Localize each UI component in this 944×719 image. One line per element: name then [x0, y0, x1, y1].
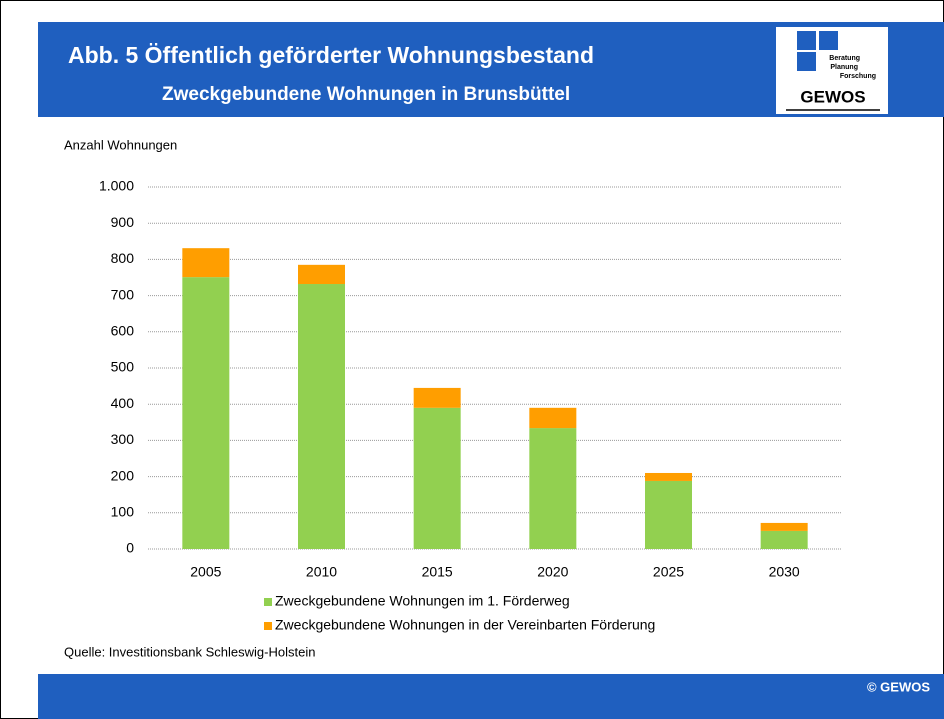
bar-segment — [760, 522, 808, 531]
source: Quelle: Investitionsbank Schleswig-Holst… — [64, 644, 315, 659]
x-tick-label: 2030 — [769, 564, 800, 580]
bar-segment — [413, 407, 461, 549]
bar-segment — [529, 428, 577, 549]
logo-text: Beratung — [829, 55, 860, 62]
logo-square — [797, 31, 816, 50]
y-tick-label: 400 — [111, 395, 135, 411]
bar-segment — [413, 387, 461, 408]
logo-text: Forschung — [840, 73, 876, 80]
legend-label: Zweckgebundene Wohnungen in der Vereinba… — [275, 617, 655, 633]
y-tick-label: 600 — [111, 323, 135, 339]
x-tick-label: 2025 — [653, 564, 684, 580]
bar-segment — [529, 407, 577, 429]
y-axis-label: Anzahl Wohnungen — [64, 137, 177, 152]
chart-subtitle: Zweckgebundene Wohnungen in Brunsbüttel — [162, 84, 570, 105]
y-tick-label: 200 — [111, 467, 135, 483]
x-tick-label: 2010 — [306, 564, 337, 580]
legend-label: Zweckgebundene Wohnungen im 1. Förderweg — [275, 593, 570, 609]
y-tick-label: 500 — [111, 359, 135, 375]
legend-swatch — [264, 598, 272, 606]
y-tick-label: 0 — [126, 540, 134, 556]
bar-segment — [182, 277, 230, 549]
x-tick-label: 2005 — [190, 564, 221, 580]
bar-segment — [182, 248, 230, 278]
x-tick-label: 2020 — [537, 564, 568, 580]
y-tick-label: 300 — [111, 431, 135, 447]
bar-segment — [298, 284, 345, 549]
legend-swatch — [264, 622, 272, 630]
y-tick-label: 1.000 — [99, 178, 134, 194]
logo-text: Planung — [830, 64, 858, 71]
bar-segment — [760, 530, 808, 549]
logo-square — [819, 31, 838, 50]
y-tick-label: 700 — [111, 286, 135, 302]
chart-title: Abb. 5 Öffentlich geförderter Wohnungsbe… — [68, 42, 594, 68]
x-tick-label: 2015 — [422, 564, 453, 580]
bar-segment — [645, 480, 692, 549]
y-tick-label: 800 — [111, 250, 135, 266]
footer: © GEWOS — [867, 679, 930, 694]
y-tick-label: 100 — [111, 504, 135, 520]
logo-name: GEWOS — [800, 87, 865, 106]
bar-segment — [298, 264, 345, 285]
y-tick-label: 900 — [111, 214, 135, 230]
bar-segment — [645, 472, 692, 481]
footer-band — [38, 674, 944, 719]
logo-square — [797, 52, 816, 71]
